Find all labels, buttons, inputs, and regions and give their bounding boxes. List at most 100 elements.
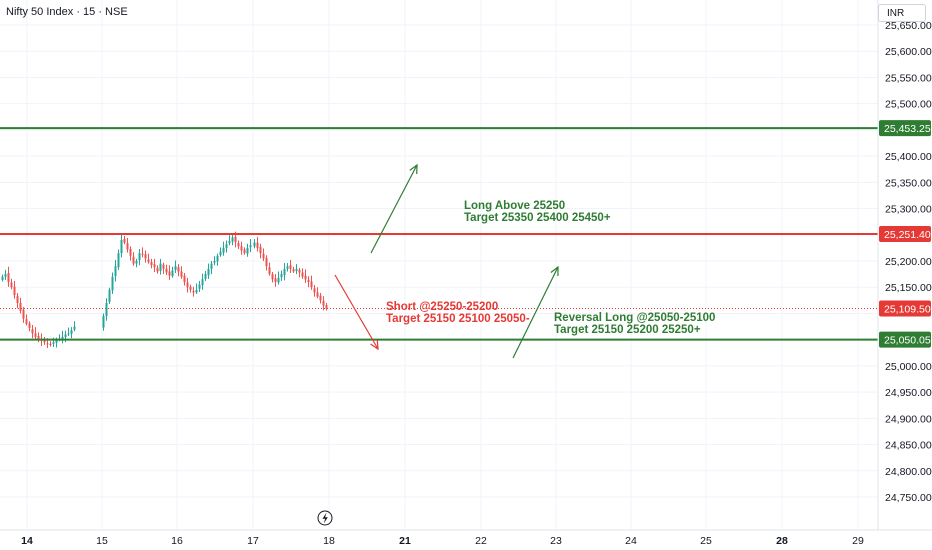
- long-breakout-arrow-shaft: [370, 164, 418, 254]
- support-price-label-box: [879, 331, 931, 348]
- candle-body: [150, 262, 153, 266]
- price-tick-label: 24,850.00: [885, 440, 932, 452]
- candle-body: [67, 333, 70, 335]
- candle-body: [246, 247, 249, 254]
- candle-body: [198, 284, 201, 289]
- candle-body: [28, 323, 31, 329]
- lightning-icon[interactable]: [317, 510, 333, 526]
- candle-body: [162, 264, 165, 269]
- candle-body: [243, 249, 246, 254]
- candle-body: [111, 276, 114, 291]
- price-tick-label: 25,200.00: [885, 256, 932, 268]
- candle-body: [4, 274, 7, 277]
- candle-body: [265, 257, 268, 267]
- candle-body: [219, 251, 222, 256]
- last-price-label-text: 25,109.50: [884, 303, 931, 315]
- candle-body: [46, 343, 49, 345]
- long-breakout-note: Long Above 25250 Target 25350 25400 2545…: [464, 200, 611, 224]
- candle-body: [237, 243, 240, 247]
- support-price-label-text: 25,050.05: [884, 335, 931, 347]
- candle-body: [253, 242, 256, 247]
- candle-body: [31, 329, 34, 334]
- price-tick-label: 25,000.00: [885, 361, 932, 373]
- candle-body: [114, 266, 117, 277]
- candle-body: [132, 256, 135, 264]
- candle-body: [153, 264, 156, 268]
- time-axis[interactable]: 14 15 16 17 18 21 22 23 24 25 28 29: [0, 529, 932, 547]
- currency-button[interactable]: INR: [878, 4, 926, 22]
- price-tick-label: 25,600.00: [885, 46, 932, 58]
- candle-body: [274, 278, 277, 282]
- candle-body: [34, 333, 37, 338]
- candle-body: [201, 279, 204, 286]
- candle-body: [192, 290, 195, 293]
- price-tick-label: 24,800.00: [885, 466, 932, 478]
- candle-body: [105, 302, 108, 317]
- candle-body: [144, 254, 147, 259]
- time-tick-label: 21: [399, 535, 411, 547]
- target-price-label-text: 25,453.25: [884, 123, 931, 135]
- candle-body: [231, 237, 234, 242]
- candle-body: [271, 274, 274, 280]
- reversal-long-arrow-shaft: [512, 266, 559, 359]
- candle-body: [37, 335, 40, 339]
- candle-body: [286, 266, 289, 269]
- candle-body: [319, 295, 322, 301]
- candle-body: [168, 271, 171, 276]
- reversal-long-line2: Target 25150 25200 25250+: [554, 324, 701, 336]
- resistance-price-label-box: [879, 226, 931, 243]
- time-tick-label: 29: [852, 535, 864, 547]
- target-price-label-box: [879, 120, 931, 137]
- grid: [0, 0, 878, 530]
- time-tick-label: 17: [247, 535, 259, 547]
- time-tick-label: 22: [475, 535, 487, 547]
- candle-body: [298, 269, 301, 273]
- reversal-long-note: Reversal Long @25050-25100 Target 25150 …: [554, 312, 715, 336]
- candle-body: [165, 268, 168, 273]
- trend-arrows[interactable]: [334, 163, 559, 359]
- candlestick-series: [1, 231, 328, 349]
- candle-body: [102, 316, 105, 328]
- price-axis[interactable]: 24,750.00 24,800.00 24,850.00 24,900.00 24,9…: [877, 0, 932, 550]
- candle-body: [7, 273, 10, 282]
- candle-body: [117, 253, 120, 268]
- long-breakout-line1: Long Above 25250: [464, 200, 566, 212]
- candle-body: [189, 286, 192, 290]
- price-tick-label: 25,350.00: [885, 177, 932, 189]
- candle-body: [25, 319, 28, 324]
- price-tick-label: 24,900.00: [885, 413, 932, 425]
- candle-body: [129, 248, 132, 256]
- candle-body: [280, 274, 283, 278]
- candle-body: [289, 265, 292, 269]
- time-tick-label: 24: [625, 535, 637, 547]
- candle-body: [159, 263, 162, 271]
- candle-body: [171, 270, 174, 277]
- time-tick-label: 14: [21, 535, 33, 547]
- price-tick-label: 25,400.00: [885, 151, 932, 163]
- candle-body: [156, 267, 159, 272]
- candle-body: [1, 276, 4, 280]
- price-axis-background: [878, 0, 932, 550]
- candle-body: [138, 253, 141, 260]
- price-tick-label: 25,300.00: [885, 204, 932, 216]
- candle-body: [307, 279, 310, 282]
- reversal-long-line1: Reversal Long @25050-25100: [554, 312, 716, 324]
- candle-body: [70, 330, 73, 334]
- candle-body: [240, 246, 243, 251]
- long-breakout-arrow: [370, 163, 418, 254]
- candle-body: [177, 267, 180, 272]
- candle-body: [268, 267, 271, 275]
- candle-body: [61, 337, 64, 340]
- candle-body: [10, 282, 13, 288]
- candle-body: [64, 334, 67, 338]
- candle-body: [135, 261, 138, 264]
- time-tick-label: 16: [171, 535, 183, 547]
- candle-body: [49, 343, 52, 345]
- candle-body: [325, 305, 328, 309]
- candle-body: [304, 275, 307, 280]
- short-note: Short @25250-25200 Target 25150 25100 25…: [386, 301, 530, 325]
- candle-body: [225, 244, 228, 248]
- candle-body: [262, 253, 265, 259]
- horizontal-lines[interactable]: [0, 127, 878, 341]
